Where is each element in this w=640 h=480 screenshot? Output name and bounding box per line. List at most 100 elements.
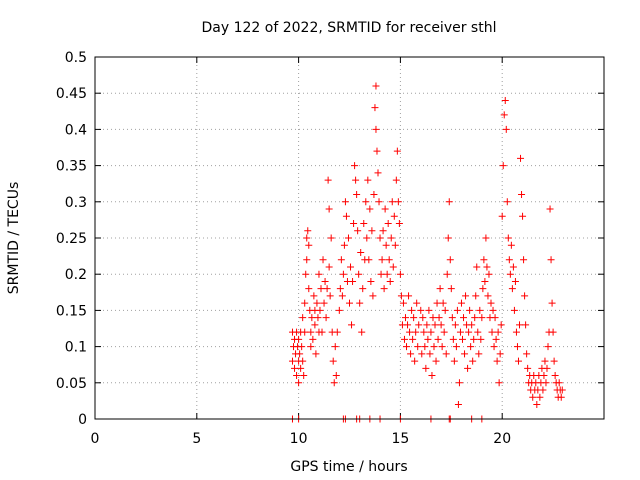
data-point: [404, 321, 412, 329]
data-point: [499, 162, 507, 170]
data-point: [354, 227, 362, 235]
data-point: [428, 372, 436, 380]
data-point: [423, 321, 431, 329]
y-tick-label: 0.45: [56, 86, 87, 102]
data-point: [536, 393, 544, 401]
data-point: [519, 212, 527, 220]
data-point: [325, 205, 333, 213]
data-point: [474, 328, 482, 336]
data-point: [441, 306, 449, 314]
data-point: [342, 212, 350, 220]
data-point: [356, 299, 364, 307]
data-point: [469, 357, 477, 365]
data-point: [452, 343, 460, 351]
data-point: [510, 306, 518, 314]
data-point: [500, 111, 508, 119]
data-point: [335, 306, 343, 314]
data-point: [300, 372, 308, 380]
data-point: [409, 335, 417, 343]
data-point: [496, 350, 504, 358]
data-point: [491, 314, 499, 322]
data-point: [413, 299, 421, 307]
data-point: [392, 176, 400, 184]
data-point: [544, 343, 552, 351]
data-point: [482, 234, 490, 242]
data-point: [393, 147, 401, 155]
x-tick-label: 15: [391, 431, 409, 447]
data-point: [293, 372, 301, 380]
data-point: [521, 292, 529, 300]
data-point: [460, 314, 468, 322]
data-point: [493, 357, 501, 365]
data-point: [319, 256, 327, 264]
data-point: [540, 372, 548, 380]
data-point: [514, 357, 522, 365]
data-point: [400, 335, 408, 343]
x-tick-label: 10: [290, 431, 308, 447]
data-point: [341, 198, 349, 206]
data-point: [465, 328, 473, 336]
data-point: [414, 343, 422, 351]
data-point: [291, 364, 299, 372]
x-tick-label: 0: [91, 431, 100, 447]
data-point: [549, 328, 557, 336]
data-point: [309, 335, 317, 343]
data-point: [412, 328, 420, 336]
data-point: [467, 343, 475, 351]
data-point: [494, 328, 502, 336]
data-point: [317, 285, 325, 293]
data-point: [541, 357, 549, 365]
data-point: [548, 299, 556, 307]
data-point: [502, 125, 510, 133]
data-point: [425, 306, 433, 314]
data-point: [421, 343, 429, 351]
data-point: [385, 256, 393, 264]
data-point: [461, 350, 469, 358]
data-point: [314, 314, 322, 322]
plot-frame: [94, 56, 605, 420]
data-point: [323, 285, 331, 293]
data-point: [359, 285, 367, 293]
data-point: [456, 328, 464, 336]
data-point: [312, 350, 320, 358]
data-point: [495, 379, 503, 387]
data-point: [447, 285, 455, 293]
y-tick-label: 0.5: [65, 50, 87, 66]
data-point: [368, 227, 376, 235]
data-point: [557, 393, 565, 401]
data-point: [313, 299, 321, 307]
data-point: [434, 335, 442, 343]
data-point: [471, 314, 479, 322]
data-point: [396, 270, 404, 278]
data-point: [326, 292, 334, 300]
data-point: [492, 335, 500, 343]
data-point: [346, 299, 353, 307]
data-point: [464, 364, 472, 372]
y-tick-label: 0.3: [65, 195, 87, 211]
x-axis-label: GPS time / hours: [290, 459, 407, 475]
data-point: [373, 147, 381, 155]
data-point: [445, 198, 453, 206]
y-tick-label: 0.35: [56, 159, 87, 175]
data-point: [353, 191, 361, 199]
data-point: [391, 241, 399, 249]
data-point: [533, 401, 541, 409]
data-point: [524, 364, 532, 372]
data-point: [377, 270, 385, 278]
data-point: [432, 357, 440, 365]
data-point: [555, 379, 563, 387]
data-point: [307, 328, 315, 336]
data-point: [472, 292, 480, 300]
data-point: [307, 343, 315, 351]
y-tick-label: 0.4: [65, 122, 87, 138]
y-tick-label: 0.2: [65, 267, 87, 283]
data-point: [457, 299, 465, 307]
data-point: [516, 321, 524, 329]
data-point: [449, 335, 457, 343]
data-point: [466, 306, 474, 314]
data-point: [332, 372, 340, 380]
data-point: [360, 220, 368, 228]
data-point: [333, 328, 341, 336]
data-point: [419, 314, 427, 322]
data-point: [523, 350, 531, 358]
